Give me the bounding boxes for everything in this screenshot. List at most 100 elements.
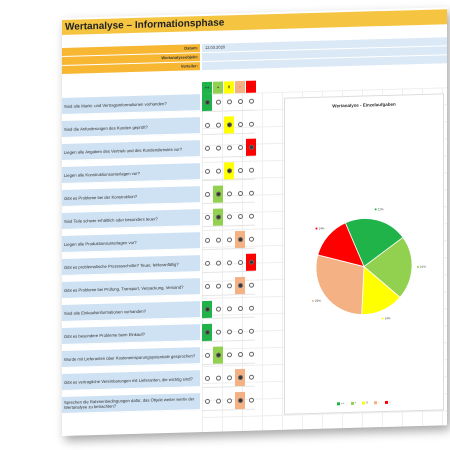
rating-radio[interactable] bbox=[237, 236, 243, 243]
rating-radio[interactable] bbox=[215, 122, 221, 128]
rating-radio[interactable] bbox=[204, 99, 210, 106]
rating-radio[interactable] bbox=[248, 144, 254, 150]
rating-radio[interactable] bbox=[248, 328, 254, 334]
rating-radio[interactable] bbox=[226, 375, 232, 381]
rating-radio[interactable] bbox=[215, 237, 221, 243]
rating-radio[interactable] bbox=[248, 305, 254, 311]
rating-radio[interactable] bbox=[237, 213, 243, 220]
rating-radio[interactable] bbox=[215, 145, 221, 151]
rating-radio[interactable] bbox=[215, 99, 221, 105]
rating-radio[interactable] bbox=[226, 168, 232, 174]
rating-radio[interactable] bbox=[226, 214, 232, 220]
legend-item: + bbox=[350, 401, 356, 405]
rating-radio[interactable] bbox=[226, 260, 232, 266]
rating-radio[interactable] bbox=[226, 191, 232, 197]
rating-radio[interactable] bbox=[204, 260, 210, 267]
rating-radio[interactable] bbox=[248, 167, 254, 173]
rating-radio[interactable] bbox=[215, 283, 221, 289]
rating-radio[interactable] bbox=[237, 374, 243, 381]
rating-header-bad: - bbox=[235, 80, 245, 94]
legend-item: - bbox=[373, 400, 379, 404]
rating-cell bbox=[235, 208, 245, 225]
rating-radio[interactable] bbox=[204, 306, 210, 313]
rating-row bbox=[202, 322, 255, 343]
legend-item: 0 bbox=[362, 400, 368, 405]
rating-radio[interactable] bbox=[248, 213, 254, 219]
rating-radio[interactable] bbox=[226, 122, 232, 128]
rating-radio[interactable] bbox=[215, 306, 221, 312]
rating-radio[interactable] bbox=[248, 236, 254, 242]
rating-radio[interactable] bbox=[226, 99, 232, 105]
rating-radio[interactable] bbox=[204, 352, 210, 359]
rating-radio[interactable] bbox=[237, 98, 243, 105]
pie-chart: Wertanalyse - Einzelaufgaben 21% 21% 14% 29… bbox=[284, 93, 444, 415]
rating-radio[interactable] bbox=[226, 398, 232, 404]
rating-cell bbox=[213, 117, 223, 134]
legend-swatch bbox=[350, 401, 354, 405]
rating-cell bbox=[246, 138, 256, 156]
pie-label-marker bbox=[311, 299, 314, 302]
rating-radio[interactable] bbox=[248, 121, 254, 127]
rating-row bbox=[202, 230, 255, 251]
rating-radio[interactable] bbox=[215, 168, 221, 174]
rating-radio[interactable] bbox=[237, 144, 243, 151]
rating-radio[interactable] bbox=[248, 259, 254, 265]
rating-cell bbox=[246, 93, 256, 110]
rating-radio[interactable] bbox=[226, 237, 232, 243]
rating-radio[interactable] bbox=[237, 167, 243, 174]
rating-radio[interactable] bbox=[204, 168, 210, 175]
rating-radio[interactable] bbox=[248, 282, 254, 288]
rating-cell bbox=[213, 185, 223, 203]
rating-radio[interactable] bbox=[204, 283, 210, 290]
rating-radio[interactable] bbox=[226, 283, 232, 289]
rating-radio[interactable] bbox=[226, 145, 232, 151]
rating-cell bbox=[235, 185, 245, 202]
rating-radio[interactable] bbox=[237, 397, 243, 404]
rating-cell bbox=[202, 209, 212, 226]
rating-radio[interactable] bbox=[237, 259, 243, 266]
rating-cell bbox=[213, 94, 223, 111]
rating-radio[interactable] bbox=[215, 260, 221, 266]
legend-label: -- bbox=[388, 399, 391, 404]
rating-cell bbox=[202, 393, 212, 410]
rating-cell bbox=[235, 162, 245, 179]
rating-cell bbox=[235, 116, 245, 133]
rating-row bbox=[202, 184, 255, 205]
rating-radio[interactable] bbox=[248, 397, 254, 403]
rating-radio[interactable] bbox=[248, 98, 254, 104]
rating-radio[interactable] bbox=[237, 282, 243, 289]
rating-radio[interactable] bbox=[215, 214, 221, 220]
rating-radio[interactable] bbox=[215, 191, 221, 197]
rating-radio[interactable] bbox=[215, 329, 221, 335]
rating-radio[interactable] bbox=[226, 329, 232, 335]
rating-radio[interactable] bbox=[226, 306, 232, 312]
rating-radio[interactable] bbox=[204, 375, 210, 382]
rating-radio[interactable] bbox=[204, 191, 210, 198]
rating-cell bbox=[224, 300, 234, 317]
rating-radio[interactable] bbox=[248, 351, 254, 357]
rating-radio[interactable] bbox=[237, 190, 243, 197]
rating-radio[interactable] bbox=[204, 237, 210, 244]
rating-radio[interactable] bbox=[204, 398, 210, 405]
rating-row bbox=[202, 115, 255, 136]
rating-radio[interactable] bbox=[237, 305, 243, 312]
rating-radio[interactable] bbox=[215, 352, 221, 358]
rating-radio[interactable] bbox=[237, 328, 243, 335]
rating-radio[interactable] bbox=[204, 214, 210, 221]
rating-radio[interactable] bbox=[215, 398, 221, 404]
rating-radio[interactable] bbox=[215, 375, 221, 381]
rating-radio[interactable] bbox=[204, 145, 210, 152]
rating-cell bbox=[202, 370, 212, 387]
rating-cell bbox=[213, 393, 223, 410]
question-label: Sind Teile schwer erhältlich oder besond… bbox=[62, 209, 200, 230]
legend-label: ++ bbox=[341, 401, 345, 406]
rating-radio[interactable] bbox=[204, 122, 210, 129]
rating-radio[interactable] bbox=[248, 374, 254, 380]
rating-cell bbox=[246, 369, 256, 386]
rating-radio[interactable] bbox=[237, 121, 243, 128]
rating-radio[interactable] bbox=[204, 329, 210, 336]
rating-cell bbox=[224, 392, 234, 409]
rating-radio[interactable] bbox=[237, 351, 243, 358]
rating-radio[interactable] bbox=[248, 190, 254, 196]
rating-radio[interactable] bbox=[226, 352, 232, 358]
